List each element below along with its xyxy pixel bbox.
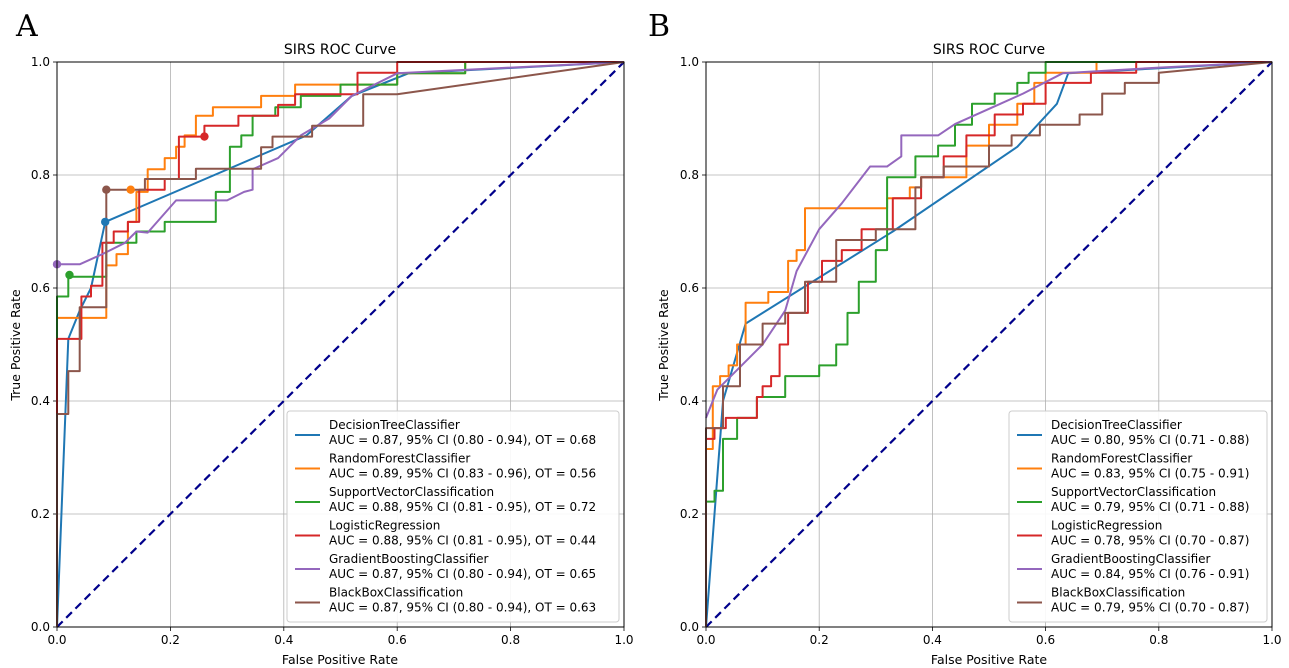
axes-frame <box>705 61 1273 628</box>
roc-line-gradientboostingclassifier <box>705 61 1273 419</box>
x-tick-label: 0.6 <box>1036 633 1055 647</box>
x-axis-label-b: False Positive Rate <box>931 652 1047 667</box>
y-axis-label-b: True Positive Rate <box>656 289 671 402</box>
chart-title-a: SIRS ROC Curve <box>284 42 396 58</box>
legend-series-name: SupportVectorClassification <box>1051 485 1216 499</box>
y-tick-label: 1.0 <box>31 55 50 69</box>
y-tick-label: 0.8 <box>31 168 50 182</box>
legend-series-stats: AUC = 0.88, 95% CI (0.81 - 0.95), OT = 0… <box>329 534 596 548</box>
y-axis-label-a: True Positive Rate <box>8 289 23 402</box>
panel-label-b: B <box>648 9 670 44</box>
roc-line-blackboxclassification <box>705 61 1273 627</box>
x-tick-label: 0.4 <box>923 633 942 647</box>
legend-series-stats: AUC = 0.83, 95% CI (0.75 - 0.91) <box>1051 467 1249 481</box>
roc-line-randomforestclassifier <box>56 61 624 627</box>
roc-line-supportvectorclassification <box>705 61 1272 627</box>
legend-series-name: BlackBoxClassification <box>1051 586 1185 600</box>
x-tick-label: 0.6 <box>388 633 407 647</box>
plot-area-a: 0.0 0.2 0.4 0.6 0.8 1.0 0.0 0.2 0.4 0.6 0.8 1.0 <box>31 55 634 647</box>
legend-series-name: DecisionTreeClassifier <box>329 418 460 432</box>
optimal-threshold-marker-supportvectorclassification <box>65 270 74 280</box>
x-tick-label: 1.0 <box>614 633 633 647</box>
y-tick-label: 0.4 <box>31 394 50 408</box>
legend-series-stats: AUC = 0.87, 95% CI (0.80 - 0.94), OT = 0… <box>329 567 596 581</box>
legend-series-name: LogisticRegression <box>1051 519 1162 533</box>
x-tick-label: 0.8 <box>501 633 520 647</box>
y-tick-label: 0.2 <box>31 507 50 521</box>
plot-area-b: 0.0 0.2 0.4 0.6 0.8 1.0 0.0 0.2 0.4 0.6 0.8 1.0 <box>680 55 1282 647</box>
y-tick-label: 1.0 <box>680 55 699 69</box>
legend-series-stats: AUC = 0.79, 95% CI (0.70 - 0.87) <box>1051 601 1249 615</box>
panel-label-a: A <box>15 9 38 44</box>
x-tick-label: 0.8 <box>1149 633 1168 647</box>
legend-series-name: LogisticRegression <box>329 519 440 533</box>
chance-diagonal-line <box>56 61 625 628</box>
legend-series-stats: AUC = 0.87, 95% CI (0.80 - 0.94), OT = 0… <box>329 433 596 447</box>
y-tick-label: 0.6 <box>680 281 699 295</box>
panel-b: B SIRS ROC Curve False Positive Rate Tru… <box>648 9 1282 667</box>
optimal-threshold-marker-randomforestclassifier <box>126 185 135 194</box>
x-tick-label: 1.0 <box>1262 633 1281 647</box>
y-tick-label: 0.2 <box>680 507 699 521</box>
y-tick-label: 0.6 <box>31 281 50 295</box>
panel-a: A SIRS ROC Curve False Positive Rate Tru… <box>8 9 634 667</box>
y-tick-label: 0.0 <box>31 620 50 634</box>
y-tick-label: 0.4 <box>680 394 699 408</box>
legend-series-name: SupportVectorClassification <box>329 485 494 499</box>
roc-line-blackboxclassification <box>56 61 625 627</box>
optimal-threshold-marker-logisticregression <box>200 132 209 141</box>
x-tick-label: 0.4 <box>274 633 293 647</box>
legend-series-name: BlackBoxClassification <box>329 586 463 600</box>
legend-series-stats: AUC = 0.87, 95% CI (0.80 - 0.94), OT = 0… <box>329 601 596 615</box>
legend-series-name: GradientBoostingClassifier <box>1051 552 1211 566</box>
roc-line-decisiontreeclassifier <box>705 61 1273 628</box>
legend-series-name: DecisionTreeClassifier <box>1051 418 1182 432</box>
legend-series-stats: AUC = 0.88, 95% CI (0.81 - 0.95), OT = 0… <box>329 500 596 514</box>
x-tick-label: 0.2 <box>161 633 180 647</box>
legend-box <box>1008 410 1268 623</box>
x-tick-label: 0.0 <box>47 633 66 647</box>
roc-line-logisticregression <box>705 61 1272 627</box>
optimal-threshold-marker-decisiontreeclassifier <box>100 217 110 227</box>
optimal-threshold-marker-blackboxclassification <box>102 185 111 194</box>
chance-diagonal-line <box>705 61 1273 628</box>
legend-series-stats: AUC = 0.80, 95% CI (0.71 - 0.88) <box>1051 433 1249 447</box>
axes-frame <box>56 61 625 628</box>
chart-title-b: SIRS ROC Curve <box>933 42 1045 58</box>
x-tick-label: 0.2 <box>810 633 829 647</box>
legend-series-stats: AUC = 0.84, 95% CI (0.76 - 0.91) <box>1051 567 1249 581</box>
x-tick-label: 0.0 <box>696 633 715 647</box>
x-axis-label-a: False Positive Rate <box>282 652 398 667</box>
roc-line-gradientboostingclassifier <box>57 61 625 266</box>
legend-series-stats: AUC = 0.78, 95% CI (0.70 - 0.87) <box>1051 534 1249 548</box>
legend-series-stats: AUC = 0.89, 95% CI (0.83 - 0.96), OT = 0… <box>329 467 596 481</box>
legend-series-name: RandomForestClassifier <box>329 452 470 466</box>
legend-box <box>286 410 620 623</box>
legend-series-stats: AUC = 0.79, 95% CI (0.71 - 0.88) <box>1051 500 1249 514</box>
y-tick-label: 0.0 <box>680 620 699 634</box>
legend-series-name: RandomForestClassifier <box>1051 452 1192 466</box>
y-tick-label: 0.8 <box>680 168 699 182</box>
legend-series-name: GradientBoostingClassifier <box>329 552 489 566</box>
